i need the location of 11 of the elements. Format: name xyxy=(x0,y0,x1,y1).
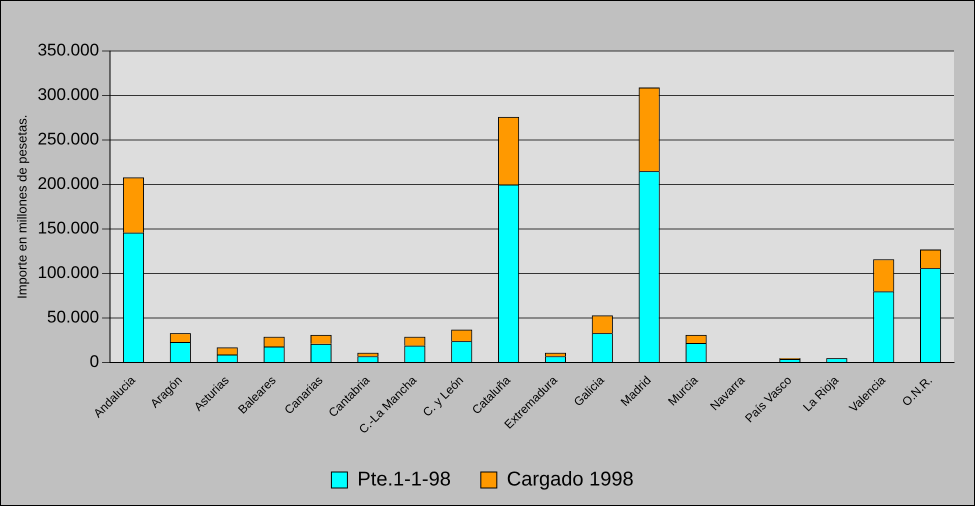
y-tick-label: 50.000 xyxy=(47,308,100,327)
y-axis-title: Importe en millones de pesetas. xyxy=(14,114,30,299)
y-tick-label: 0 xyxy=(90,352,100,372)
y-tick-label: 150.000 xyxy=(38,218,100,238)
y-tick-label: 300.000 xyxy=(38,85,100,104)
y-tick-label: 250.000 xyxy=(38,130,100,149)
y-tick-label: 350.000 xyxy=(38,40,100,60)
y-tick-label: 100.000 xyxy=(38,263,100,282)
y-tick-label: 200.000 xyxy=(38,174,100,194)
legend-label: Cargado 1998 xyxy=(506,468,634,491)
legend-label: Pte.1-1-98 xyxy=(357,468,451,491)
